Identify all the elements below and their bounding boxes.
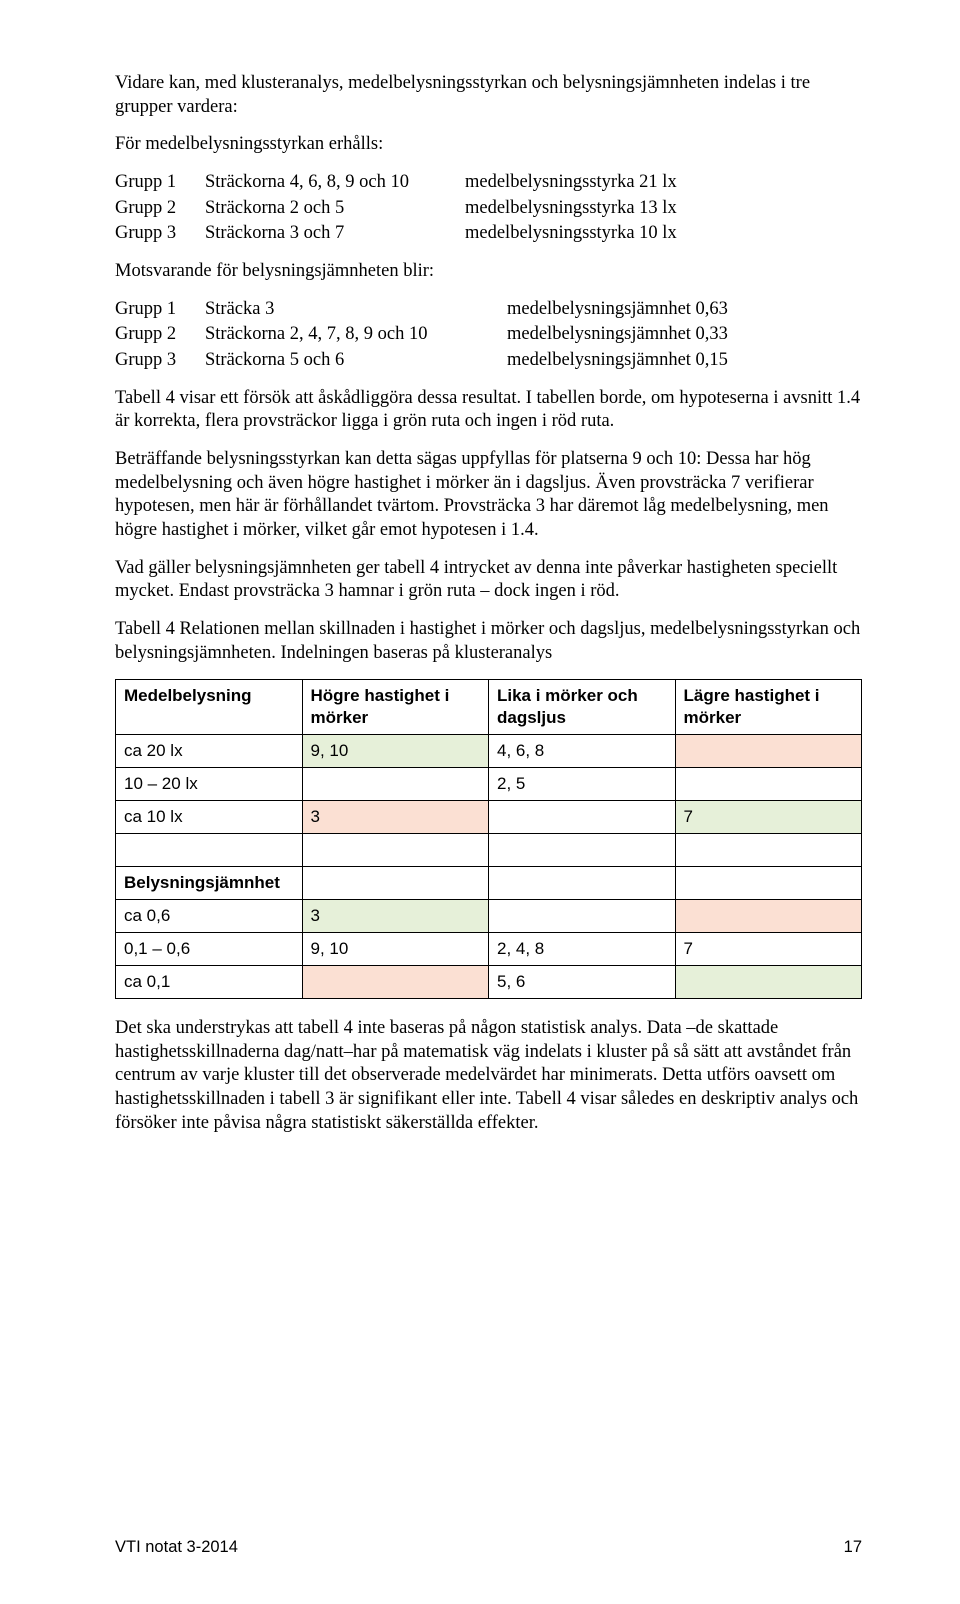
table-cell: 3 [302,899,489,932]
table-cell: ca 10 lx [116,800,303,833]
groups-b: Grupp 1 Sträcka 3 medelbelysningsjämnhet… [115,298,862,373]
table-cell: 7 [675,800,862,833]
table-subheader-row: Belysningsjämnhet [116,866,862,899]
table-cell: ca 0,1 [116,965,303,998]
table-cell: 0,1 – 0,6 [116,932,303,965]
table-cell [489,899,676,932]
table-header: Lika i mörker och dagsljus [489,680,676,735]
table-cell [675,734,862,767]
table-cell [489,866,676,899]
table-cell [675,965,862,998]
table-header: Lägre hastighet i mörker [675,680,862,735]
table-row: 0,1 – 0,6 9, 10 2, 4, 8 7 [116,932,862,965]
group-streckor: Sträckorna 2 och 5 [205,197,465,221]
group-value: medelbelysningsstyrka 21 lx [465,171,862,195]
group-row: Grupp 1 Sträckorna 4, 6, 8, 9 och 10 med… [115,171,862,195]
group-streckor: Sträcka 3 [205,298,507,322]
table-header-row: Medelbelysning Högre hastighet i mörker … [116,680,862,735]
document-page: Vidare kan, med klusteranalys, medelbely… [0,0,960,1604]
table-row: ca 0,6 3 [116,899,862,932]
footer-left: VTI notat 3-2014 [115,1537,238,1558]
group-value: medelbelysningsjämnhet 0,15 [507,349,862,373]
table-cell [302,833,489,866]
data-table: Medelbelysning Högre hastighet i mörker … [115,679,862,999]
groups-a: Grupp 1 Sträckorna 4, 6, 8, 9 och 10 med… [115,171,862,246]
group-label: Grupp 1 [115,298,205,322]
table-header: Medelbelysning [116,680,303,735]
table-cell [302,965,489,998]
group-value: medelbelysningsjämnhet 0,33 [507,323,862,347]
table-caption: Tabell 4 Relationen mellan skillnaden i … [115,618,862,665]
table-cell: 10 – 20 lx [116,767,303,800]
table-cell [489,833,676,866]
group-streckor: Sträckorna 2, 4, 7, 8, 9 och 10 [205,323,507,347]
group-row: Grupp 2 Sträckorna 2 och 5 medelbelysnin… [115,197,862,221]
table-cell [302,866,489,899]
table-cell [489,800,676,833]
group-streckor: Sträckorna 3 och 7 [205,222,465,246]
table-cell [675,866,862,899]
paragraph-body: Det ska understrykas att tabell 4 inte b… [115,1017,862,1135]
table-row: ca 0,1 5, 6 [116,965,862,998]
table-row: ca 10 lx 3 7 [116,800,862,833]
table-cell: 4, 6, 8 [489,734,676,767]
table-cell: 2, 4, 8 [489,932,676,965]
group-value: medelbelysningsstyrka 10 lx [465,222,862,246]
table-cell: 9, 10 [302,932,489,965]
table-row: ca 20 lx 9, 10 4, 6, 8 [116,734,862,767]
group-label: Grupp 2 [115,197,205,221]
table-row: 10 – 20 lx 2, 5 [116,767,862,800]
group-row: Grupp 2 Sträckorna 2, 4, 7, 8, 9 och 10 … [115,323,862,347]
table-spacer-row [116,833,862,866]
footer-page-number: 17 [844,1537,862,1558]
table-cell: ca 0,6 [116,899,303,932]
group-value: medelbelysningsjämnhet 0,63 [507,298,862,322]
group-label: Grupp 2 [115,323,205,347]
paragraph-body: Vad gäller belysningsjämnheten ger tabel… [115,557,862,604]
group-streckor: Sträckorna 4, 6, 8, 9 och 10 [205,171,465,195]
group-row: Grupp 3 Sträckorna 3 och 7 medelbelysnin… [115,222,862,246]
group-label: Grupp 3 [115,222,205,246]
paragraph-body: Beträffande belysningsstyrkan kan detta … [115,448,862,543]
table-cell: 9, 10 [302,734,489,767]
group-label: Grupp 3 [115,349,205,373]
paragraph-sub2: Motsvarande för belysningsjämnheten blir… [115,260,862,284]
paragraph-body: Tabell 4 visar ett försök att åskådliggö… [115,387,862,434]
table-cell [302,767,489,800]
group-label: Grupp 1 [115,171,205,195]
table-cell: 3 [302,800,489,833]
table-cell [675,833,862,866]
table-header: Högre hastighet i mörker [302,680,489,735]
page-footer: VTI notat 3-2014 17 [115,1537,862,1558]
group-value: medelbelysningsstyrka 13 lx [465,197,862,221]
paragraph-intro: Vidare kan, med klusteranalys, medelbely… [115,72,862,119]
group-row: Grupp 1 Sträcka 3 medelbelysningsjämnhet… [115,298,862,322]
table-subheader: Belysningsjämnhet [116,866,303,899]
paragraph-sub1: För medelbelysningsstyrkan erhålls: [115,133,862,157]
table-cell [675,767,862,800]
table-cell: 2, 5 [489,767,676,800]
table-cell: 5, 6 [489,965,676,998]
table-cell: ca 20 lx [116,734,303,767]
table-cell [675,899,862,932]
group-streckor: Sträckorna 5 och 6 [205,349,507,373]
table-cell [116,833,303,866]
table-cell: 7 [675,932,862,965]
group-row: Grupp 3 Sträckorna 5 och 6 medelbelysnin… [115,349,862,373]
